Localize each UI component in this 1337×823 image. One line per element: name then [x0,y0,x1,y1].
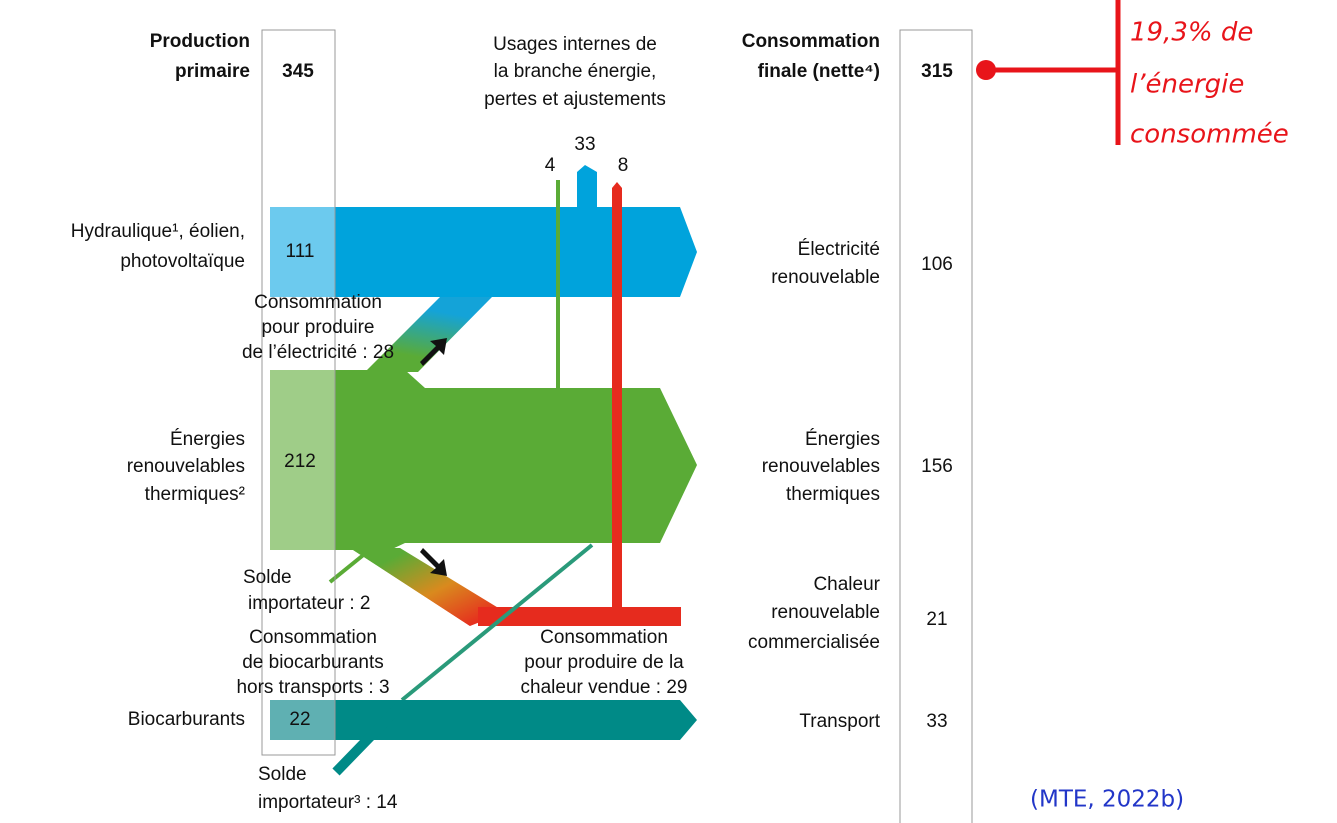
flow-elec-from-thermal [365,297,492,372]
label: Hydraulique¹, éolien, [71,221,245,242]
label: Solde [258,764,307,785]
label: 19,3% de [1130,18,1253,48]
label: importateur : 2 [248,593,371,614]
label: pour produire [261,317,374,338]
label: 106 [921,254,953,275]
label: 22 [289,709,310,730]
label: Électricité [798,239,880,260]
label: importateur³ : 14 [258,792,398,813]
label: 156 [921,456,953,477]
label: chaleur vendue : 29 [521,677,688,698]
import-line [328,546,374,584]
label: 4 [545,155,556,176]
label: Consommation [742,31,880,52]
label: Chaleur [813,574,880,595]
label: Usages internes de [493,34,657,55]
label: Énergies [170,429,245,450]
arrow-down [420,548,447,576]
label: (MTE, 2022b) [1030,787,1184,813]
label: l’énergie [1130,70,1244,100]
label: renouvelable [771,602,880,623]
biofuel-light [270,700,335,740]
label: Énergies [805,429,880,450]
label: consommée [1130,120,1289,150]
label: 33 [926,711,947,732]
label: thermiques [786,484,880,505]
hydro-light [270,207,335,297]
label: 111 [286,241,315,262]
import2-line [332,702,404,776]
label: la branche énergie, [494,61,657,82]
label: pour produire de la [524,652,684,673]
hydro-band [335,165,697,297]
label: Production [150,31,250,52]
arrow-up [420,338,447,366]
label: photovoltaïque [120,251,245,272]
label: hors transports : 3 [236,677,389,698]
thermal-band [335,370,697,550]
label: renouvelables [127,456,245,477]
consumption-box [899,29,973,823]
label: 21 [926,609,947,630]
label: 345 [282,61,314,82]
production-box [261,29,336,756]
label: Solde [243,567,292,588]
label: primaire [175,61,250,82]
label: de l’électricité : 28 [242,342,394,363]
label: 212 [284,451,316,472]
label: pertes et ajustements [484,89,666,110]
label: Biocarburants [128,709,245,730]
flow-heat2 [350,548,505,626]
labels: Production primaire 345 Consommation finale … [71,18,1289,814]
label: de biocarburants [242,652,384,673]
label: renouvelable [771,267,880,288]
label: Consommation [254,292,382,313]
label: Consommation [540,627,668,648]
label: Transport [799,711,880,732]
thermal-light [270,370,335,550]
flows [261,0,1121,823]
biofuel-line [400,543,594,702]
label: 315 [921,61,953,82]
label: renouvelables [762,456,880,477]
label: 33 [574,134,595,155]
internal-red [612,182,622,615]
heat-band [478,607,681,626]
biofuel-band [335,700,697,740]
label: 8 [618,155,629,176]
label: finale (nette⁴) [758,61,880,82]
label: commercialisée [748,632,880,653]
label: Consommation [249,627,377,648]
label: thermiques² [145,484,245,505]
